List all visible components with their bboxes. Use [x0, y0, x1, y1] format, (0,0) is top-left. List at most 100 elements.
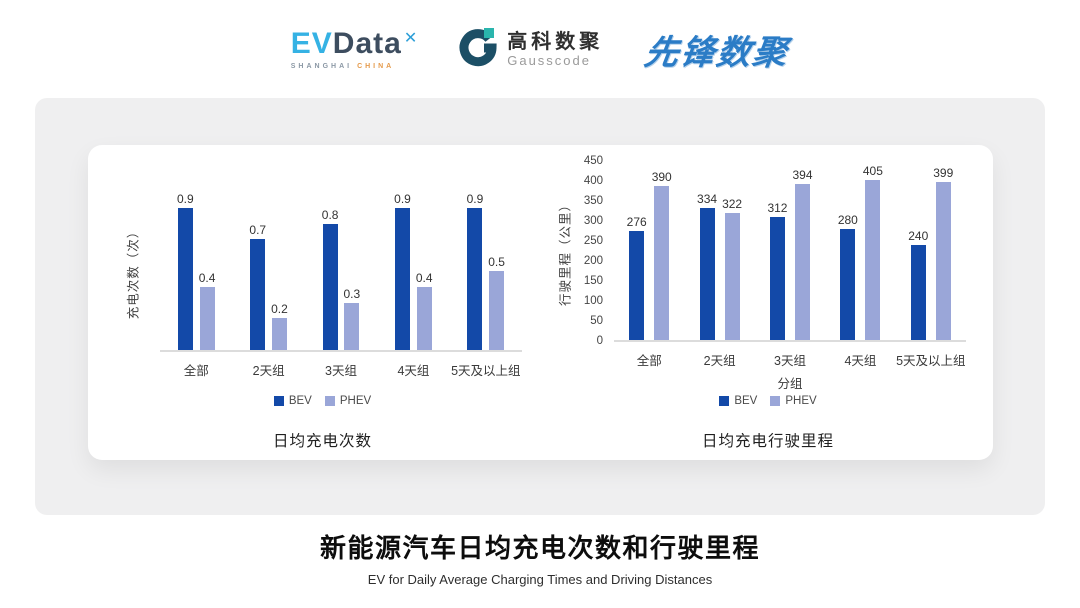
- chart-legend: BEV PHEV: [548, 395, 988, 407]
- evdata-shanghai-text: SHANGHAI: [290, 62, 353, 70]
- chart-charging-times: 充电次数（次） 0.9 0.4 0.7 0.2 0.8 0.3 0.9 0.4 0.9 0.5 全…: [100, 145, 545, 460]
- bar-value-label: 0.2: [271, 302, 288, 317]
- bar-value-label: 0.9: [177, 191, 194, 206]
- y-tick-label: 0: [596, 335, 603, 347]
- bar-value-label: 0.5: [488, 255, 505, 269]
- phev-bar: [724, 212, 740, 340]
- bar-with-label: 280: [838, 214, 858, 340]
- phev-bar: [865, 179, 881, 340]
- legend-swatch: [719, 396, 730, 406]
- bar-with-label: 0.4: [416, 272, 433, 350]
- gausscode-en-text: Gausscode: [507, 52, 591, 68]
- evdata-logo: EVData ✕ SHANGHAI CHINA: [290, 26, 417, 70]
- bar-group: 240 399: [908, 167, 953, 340]
- bar-with-label: 0.9: [467, 193, 483, 350]
- bar-group: 0.7 0.2: [249, 224, 288, 350]
- bar-with-label: 0.3: [343, 288, 360, 350]
- category-label: 3天组: [325, 364, 357, 378]
- footer: 新能源汽车日均充电次数和行驶里程 EV for Daily Average Ch…: [0, 528, 1080, 587]
- bar-with-label: 394: [792, 168, 813, 340]
- y-axis-label: 行驶里程（公里）: [558, 197, 573, 307]
- legend-item-phev: PHEV: [324, 395, 372, 407]
- chart-driving-distance: 行驶里程（公里） 0 50 100 150 200 250 300 350 400 450 276…: [548, 145, 988, 460]
- x-axis-label: 分组: [777, 377, 803, 391]
- bar-value-label: 280: [837, 213, 858, 228]
- legend-item-phev: PHEV: [770, 395, 817, 407]
- bar-value-label: 334: [697, 191, 718, 206]
- main-title: 新能源汽车日均充电次数和行驶里程: [319, 533, 760, 563]
- bev-bar: [467, 207, 483, 350]
- plot-area: 0.9 0.4 0.7 0.2 0.8 0.3 0.9 0.4 0.9 0.5: [160, 192, 522, 352]
- bev-bar: [769, 216, 785, 340]
- bar-with-label: 276: [627, 216, 647, 340]
- legend-swatch: [273, 396, 284, 406]
- header-logo-row: EVData ✕ SHANGHAI CHINA 高科数聚 Gausscode 先锋…: [0, 16, 1080, 82]
- gausscode-logo: 高科数聚 Gausscode: [458, 27, 603, 72]
- bar-with-label: 0.7: [249, 224, 266, 350]
- gausscode-cn-text: 高科数聚: [507, 30, 604, 53]
- category-label: 4天组: [844, 354, 877, 368]
- evdata-china-text: CHINA: [357, 62, 395, 70]
- category-label: 5天及以上组: [896, 354, 966, 368]
- bar-group: 280 405: [838, 165, 883, 340]
- category-label: 全部: [636, 354, 662, 368]
- bar-value-label: 0.4: [198, 270, 216, 285]
- evdata-ev-text: EV: [290, 26, 333, 60]
- bar-with-label: 390: [652, 171, 672, 340]
- phev-bar: [271, 318, 287, 350]
- bev-bar: [910, 245, 926, 340]
- bar-value-label: 0.4: [415, 270, 433, 285]
- bar-group: 0.9 0.4: [177, 193, 215, 350]
- bar-value-label: 0.9: [394, 191, 411, 206]
- bev-bar: [322, 223, 338, 350]
- bar-value-label: 312: [767, 200, 788, 215]
- chart-caption: 日均充电行驶里程: [701, 433, 834, 450]
- chart-panel: 充电次数（次） 0.9 0.4 0.7 0.2 0.8 0.3 0.9 0.4 0.9 0.5 全…: [35, 98, 1045, 515]
- category-label: 2天组: [703, 354, 736, 368]
- bar-with-label: 0.8: [322, 209, 338, 350]
- y-tick-label: 300: [583, 215, 603, 227]
- bar-group: 276 390: [627, 171, 672, 340]
- phev-bar: [416, 286, 432, 350]
- category-label: 全部: [183, 364, 209, 378]
- bar-with-label: 0.9: [177, 193, 194, 350]
- bar-with-label: 312: [767, 202, 787, 340]
- legend-item-bev: BEV: [273, 395, 312, 407]
- phev-bar: [794, 184, 810, 340]
- evdata-data-text: Data: [332, 26, 402, 60]
- subtitle: EV for Daily Average Charging Times and …: [367, 572, 713, 587]
- bar-value-label: 0.7: [249, 223, 267, 238]
- bar-with-label: 0.9: [394, 193, 411, 350]
- bev-bar: [395, 207, 411, 350]
- bev-bar: [629, 230, 645, 340]
- plot-area: 276 390 334 322 312 394 280 405 240 399: [614, 162, 966, 342]
- bev-bar: [699, 207, 715, 340]
- category-axis: 全部 2天组 3天组 4天组 5天及以上组: [614, 350, 966, 369]
- gausscode-g-icon: [458, 27, 498, 72]
- legend-swatch: [324, 396, 335, 406]
- legend-label: PHEV: [339, 395, 372, 407]
- y-tick-label: 100: [583, 295, 603, 307]
- y-axis-ticks: 0 50 100 150 200 250 300 350 400 450: [578, 155, 608, 346]
- bar-with-label: 240: [908, 230, 928, 340]
- bev-bar: [250, 239, 266, 350]
- bar-group: 0.9 0.4: [394, 193, 433, 350]
- y-tick-label: 450: [583, 155, 603, 167]
- bev-bar: [177, 207, 193, 350]
- legend-label: BEV: [734, 395, 758, 407]
- phev-bar: [344, 302, 360, 350]
- y-tick-label: 250: [583, 235, 603, 247]
- phev-bar: [489, 271, 505, 350]
- legend-swatch: [770, 396, 781, 406]
- phev-bar: [654, 185, 670, 340]
- chart-caption: 日均充电次数: [272, 433, 372, 450]
- bar-with-label: 0.5: [488, 256, 505, 350]
- bar-group: 0.9 0.5: [467, 193, 505, 350]
- bar-value-label: 276: [626, 214, 647, 229]
- category-axis: 全部 2天组 3天组 4天组 5天及以上组: [160, 360, 522, 379]
- bar-group: 334 322: [697, 193, 742, 340]
- bar-value-label: 394: [792, 168, 813, 183]
- bar-value-label: 0.3: [343, 286, 361, 301]
- bar-with-label: 322: [722, 198, 742, 340]
- legend-label: BEV: [288, 395, 312, 407]
